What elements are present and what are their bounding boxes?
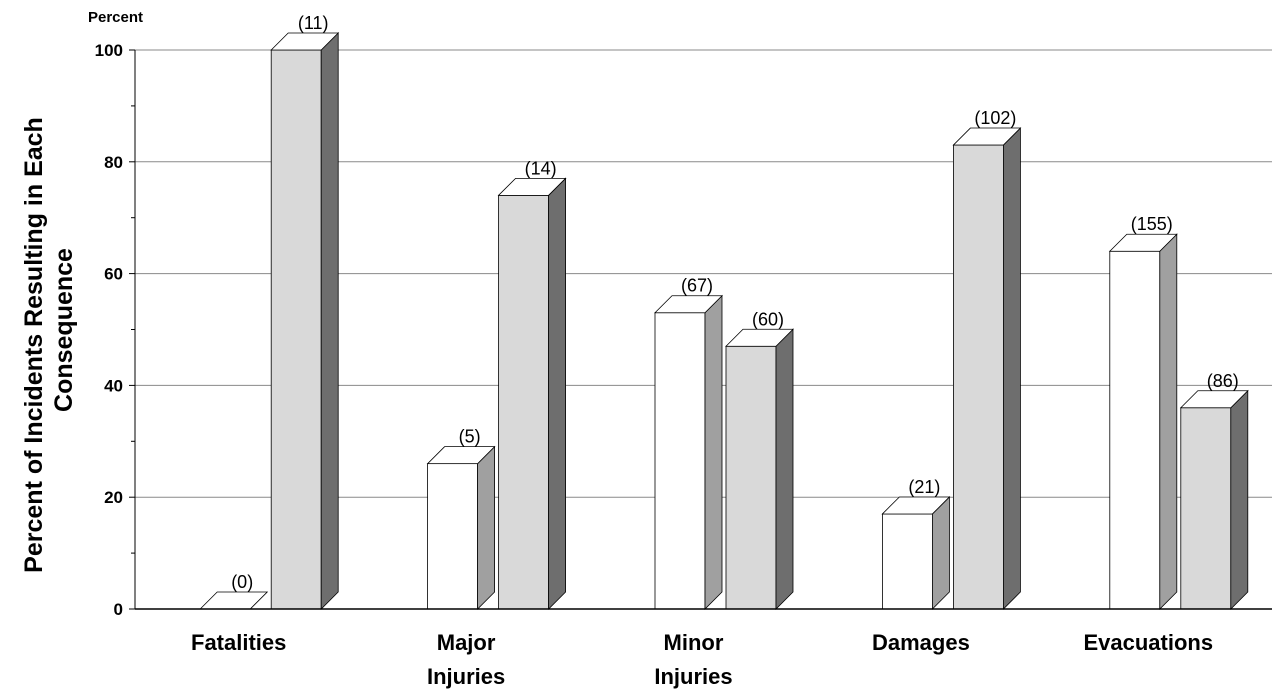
bar-front bbox=[1109, 250, 1161, 610]
y-tick-label: 80 bbox=[104, 153, 123, 172]
bar-top bbox=[654, 295, 723, 314]
category-label: Major bbox=[437, 630, 496, 655]
y-tick-labels: 0 20 40 60 80 100 bbox=[95, 41, 123, 619]
bar-side bbox=[1230, 389, 1249, 610]
category-label: Fatalities bbox=[191, 630, 286, 655]
bar-front bbox=[270, 49, 322, 610]
axes bbox=[129, 49, 1272, 610]
bar-front bbox=[654, 312, 706, 610]
bars-group bbox=[199, 32, 1249, 610]
bar-front bbox=[882, 513, 933, 610]
bar-top bbox=[270, 32, 340, 51]
y-axis-title-line2: Consequence bbox=[50, 248, 78, 412]
bar-front bbox=[725, 345, 777, 610]
y-axis-title-line1: Percent of Incidents Resulting in Each bbox=[20, 117, 48, 573]
category-label: Injuries bbox=[427, 664, 505, 689]
bar-side bbox=[477, 445, 496, 610]
category-label: Injuries bbox=[654, 664, 732, 689]
data-label: (86) bbox=[1207, 371, 1239, 391]
data-label: (5) bbox=[459, 427, 481, 447]
bar-side bbox=[320, 32, 339, 610]
bar-top bbox=[199, 591, 269, 610]
bar-top bbox=[881, 496, 951, 515]
y-tick-label: 40 bbox=[104, 376, 123, 395]
data-label: (0) bbox=[231, 572, 253, 592]
bar-top bbox=[725, 328, 794, 347]
bar-top bbox=[1108, 233, 1178, 252]
y-unit-label: Percent bbox=[88, 9, 143, 26]
bar-front bbox=[1180, 407, 1232, 610]
bar-top bbox=[426, 446, 496, 465]
bar-front bbox=[427, 463, 479, 610]
bar-side bbox=[1159, 233, 1178, 610]
data-labels: (0) (11) (5) (14) (67) (60) (21) (102) (155) (86) bbox=[231, 13, 1239, 592]
bar-front bbox=[498, 194, 550, 610]
bar-side bbox=[775, 328, 794, 610]
data-label: (11) bbox=[298, 13, 329, 33]
data-label: (155) bbox=[1131, 214, 1173, 234]
category-label: Evacuations bbox=[1083, 630, 1213, 655]
data-label: (102) bbox=[974, 108, 1016, 128]
category-label: Damages bbox=[872, 630, 970, 655]
y-tick-label: 0 bbox=[114, 600, 123, 619]
data-label: (67) bbox=[681, 276, 713, 296]
bar-side bbox=[1003, 127, 1021, 610]
bar-side bbox=[704, 294, 723, 610]
y-tick-label: 20 bbox=[104, 488, 123, 507]
data-label: (60) bbox=[752, 309, 784, 329]
y-tick-label: 100 bbox=[95, 41, 123, 60]
bar-side bbox=[548, 177, 566, 610]
bar-front bbox=[953, 144, 1004, 610]
y-tick-label: 60 bbox=[104, 265, 123, 284]
category-label: Minor bbox=[664, 630, 724, 655]
data-label: (21) bbox=[908, 477, 940, 497]
bar-top bbox=[952, 127, 1022, 146]
bar-side bbox=[932, 496, 950, 610]
data-label: (14) bbox=[525, 158, 557, 178]
category-labels: Fatalities Major Injuries Minor Injuries Dama… bbox=[191, 630, 1213, 689]
bar-top bbox=[1179, 390, 1249, 409]
bar-top bbox=[497, 177, 567, 196]
